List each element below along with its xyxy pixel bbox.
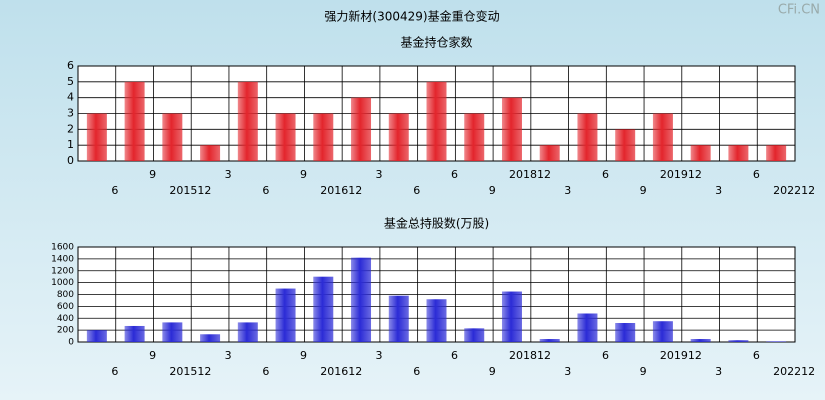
y-tick-label: 6 [67,59,74,72]
x-tick-label: 9 [149,168,156,181]
bar [464,328,485,342]
x-tick-label: 3 [376,168,383,181]
x-tick-label: 9 [300,349,307,362]
y-tick-label: 800 [57,290,74,300]
bar [615,323,636,342]
bar [766,145,787,161]
y-tick-label: 200 [57,326,74,336]
bar [426,299,447,342]
bar [200,145,221,161]
bar [728,145,749,161]
y-tick-label: 600 [57,302,74,312]
bar [162,113,183,161]
bar [690,145,711,161]
y-tick-label: 1000 [51,278,74,288]
bar [539,145,560,161]
bar [86,330,107,342]
y-tick-label: 1200 [51,266,74,276]
x-tick-label: 6 [262,365,269,378]
bar [124,325,145,342]
bar [652,113,673,161]
chart-title: 基金总持股数(万股) [384,216,489,231]
x-tick-label: 201912 [660,349,702,362]
bar [388,113,409,161]
x-tick-label: 6 [753,349,760,362]
bar [200,334,221,342]
x-tick-label: 9 [149,349,156,362]
x-tick-label: 9 [640,184,647,197]
y-tick-label: 5 [67,75,74,88]
x-tick-label: 6 [602,168,609,181]
bar [652,321,673,342]
y-tick-label: 4 [67,91,74,104]
bar [690,339,711,342]
x-tick-label: 3 [225,349,232,362]
x-tick-label: 3 [715,365,722,378]
x-tick-label: 6 [262,184,269,197]
bar [162,322,183,342]
bar [313,276,334,342]
bar [728,340,749,342]
bar [464,113,485,161]
x-tick-label: 6 [451,349,458,362]
bar [501,291,522,342]
x-tick-label: 202212 [773,365,815,378]
x-tick-label: 201812 [509,349,551,362]
bar [766,341,787,342]
bar [539,339,560,342]
x-tick-label: 6 [753,168,760,181]
page-title: 强力新材(300429)基金重仓变动 [324,9,499,24]
bar [237,322,258,342]
watermark: CFi.CN [778,3,820,18]
x-tick-label: 9 [489,184,496,197]
bar [426,81,447,161]
y-tick-label: 0 [67,154,74,167]
y-tick-label: 1 [67,138,74,151]
chart-title: 基金持仓家数 [400,35,472,50]
x-tick-label: 3 [564,365,571,378]
bar [86,113,107,161]
x-tick-label: 201512 [169,365,211,378]
x-tick-label: 201912 [660,168,702,181]
bar [275,113,296,161]
bar [275,288,296,342]
bar [124,81,145,161]
bar [577,113,598,161]
bar [577,313,598,342]
x-tick-label: 6 [602,349,609,362]
y-tick-label: 400 [57,314,74,324]
y-tick-label: 0 [68,338,74,348]
bar [313,113,334,161]
y-tick-label: 1600 [51,243,74,253]
x-tick-label: 3 [564,184,571,197]
x-tick-label: 6 [111,184,118,197]
bar [501,97,522,161]
x-tick-label: 201812 [509,168,551,181]
bar [615,129,636,161]
x-tick-label: 201612 [320,184,362,197]
x-tick-label: 6 [451,168,458,181]
y-tick-label: 1400 [51,254,74,264]
bar [237,81,258,161]
bar [388,295,409,342]
bar [351,257,372,342]
x-tick-label: 201512 [169,184,211,197]
x-tick-label: 9 [640,365,647,378]
x-tick-label: 6 [413,365,420,378]
y-tick-label: 3 [67,107,74,120]
x-tick-label: 3 [715,184,722,197]
x-tick-label: 6 [413,184,420,197]
bar [351,97,372,161]
y-tick-label: 2 [67,122,74,135]
x-tick-label: 3 [225,168,232,181]
x-tick-label: 202212 [773,184,815,197]
x-tick-label: 3 [376,349,383,362]
x-tick-label: 9 [489,365,496,378]
x-tick-label: 201612 [320,365,362,378]
x-tick-label: 6 [111,365,118,378]
x-tick-label: 9 [300,168,307,181]
